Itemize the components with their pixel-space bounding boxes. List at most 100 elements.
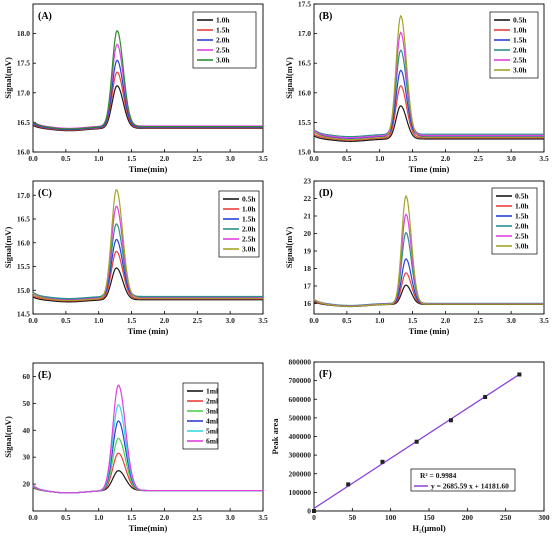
plot-frame [32,3,264,153]
x-tick-label: 0.5 [61,154,71,163]
x-tick-label: 3.0 [225,316,235,325]
x-tick-label: 2.0 [160,513,170,522]
legend-label: 3.0h [216,56,230,65]
x-tick-label: 0.0 [28,316,38,325]
y-tick-label: 17.0 [17,88,30,97]
legend-label: 3.0h [242,245,256,254]
legend-label: 2ml [206,397,218,406]
y-tick-label: 100000 [289,488,312,497]
series-line-3.0h [313,14,544,141]
data-point [483,395,488,400]
panel-label: (D) [319,188,333,199]
x-tick-label: 0.0 [28,154,38,163]
x-tick-label: 1.5 [127,513,137,522]
legend-label: 1.0h [513,26,527,35]
y-tick-label: 17.5 [17,59,30,68]
x-tick-label: 300 [538,513,550,522]
panel-label: (A) [38,11,52,22]
x-tick-label: 0 [312,513,316,522]
y-tick-label: 14.5 [17,310,30,319]
legend-label: 3ml [206,407,218,416]
fit-annotation: R² = 0.9984 y = 2685.59 x + 14181.60 [410,468,516,492]
series-line-1.5h [313,69,544,139]
data-point [380,459,385,464]
series-line-1.0h [32,250,263,302]
y-tick-label: 60 [23,372,31,381]
legend-label: 0.5h [515,192,529,201]
y-tick-label: 700000 [289,376,312,385]
plot-frame [32,362,264,512]
x-tick-label: 2.0 [160,316,170,325]
data-point [448,418,453,423]
x-tick-label: 2.5 [474,316,484,325]
legend-label: 1ml [206,387,218,396]
legend-label: 3.0h [515,242,529,251]
x-tick-label: 1.5 [408,316,418,325]
legend-label: 0.5h [242,195,256,204]
x-tick-label: 0.0 [309,316,319,325]
legend-label: 1.0h [515,202,529,211]
y-tick-label: 21 [304,212,312,221]
y-tick-label: 40 [23,426,31,435]
x-tick-label: 1.0 [94,316,104,325]
legend-label: 4ml [206,417,218,426]
series-line-3.0h [32,29,263,130]
y-tick-label: 17 [304,282,312,291]
series-line-1.0h [32,85,263,132]
series-line-1.0h [313,84,544,141]
y-tick-label: 20 [23,480,31,489]
x-tick-label: 2.5 [193,513,203,522]
panel-0: 0.0 0.5 1.0 1.5 2.0 2.5 3.0 3.5 16.0 16.5 17.0 17.5… [3,3,268,174]
y-tick-label: 16 [304,299,312,308]
legend-label: 2.5h [515,232,529,241]
legend-box [192,11,257,69]
data-point [312,509,316,513]
plot-frame [32,180,264,315]
x-tick-label: 1.0 [375,154,385,163]
y-tick-label: 20 [304,229,312,238]
legend: 1.0h1.5h2.0h2.5h3.0h [192,11,257,69]
legend-label: 2.0h [513,46,527,55]
x-tick-label: 2.0 [441,154,451,163]
series-line-3.0h [32,189,263,302]
y-tick-label: 15.0 [17,286,30,295]
x-tick-label: 3.0 [225,513,235,522]
x-tick-label: 1.5 [127,154,137,163]
x-tick-label: 2.5 [474,154,484,163]
x-axis-title: Time (min) [409,164,450,174]
series-line-5ml [32,404,263,494]
panel-label: (E) [38,370,51,381]
x-axis-title: Time(min) [129,164,168,174]
legend-label: 2.0h [515,222,529,231]
panel-1: 0.0 0.5 1.0 1.5 2.0 2.5 3.0 3.5 15.0 15.5 16.0 16.5… [284,0,549,174]
legend: 0.5h1.0h1.5h2.0h2.5h3.0h [218,190,260,258]
x-tick-label: 0.0 [28,513,38,522]
legend-box [489,11,539,79]
series-line-1.5h [313,258,544,307]
legend-box [491,187,538,255]
x-tick-label: 3.5 [258,316,268,325]
x-axis-title: H₂(μmol) [412,523,446,533]
y-tick-label: 50 [23,399,31,408]
y-axis-title: Signal(mV) [3,57,13,99]
equation-label: y = 2685.59 x + 14181.60 [431,482,509,491]
y-tick-label: 0 [307,507,311,516]
x-tick-label: 1.0 [94,513,104,522]
series-line-1ml [32,470,263,494]
legend-label: 2.5h [242,235,256,244]
x-tick-label: 3.0 [506,154,516,163]
r-squared-label: R² = 0.9984 [420,471,457,480]
x-tick-label: 2.0 [441,316,451,325]
series-line-2.0h [32,223,263,300]
legend-label: 6ml [206,437,218,446]
x-tick-label: 2.0 [160,154,170,163]
data-point [414,439,419,444]
x-tick-label: 0.5 [61,513,71,522]
x-tick-label: 2.5 [193,154,203,163]
x-tick-label: 0.0 [309,154,319,163]
y-tick-label: 16.0 [17,238,30,247]
y-tick-label: 15.0 [298,148,311,157]
x-tick-label: 150 [423,513,435,522]
series-line-2.0h [313,49,544,138]
